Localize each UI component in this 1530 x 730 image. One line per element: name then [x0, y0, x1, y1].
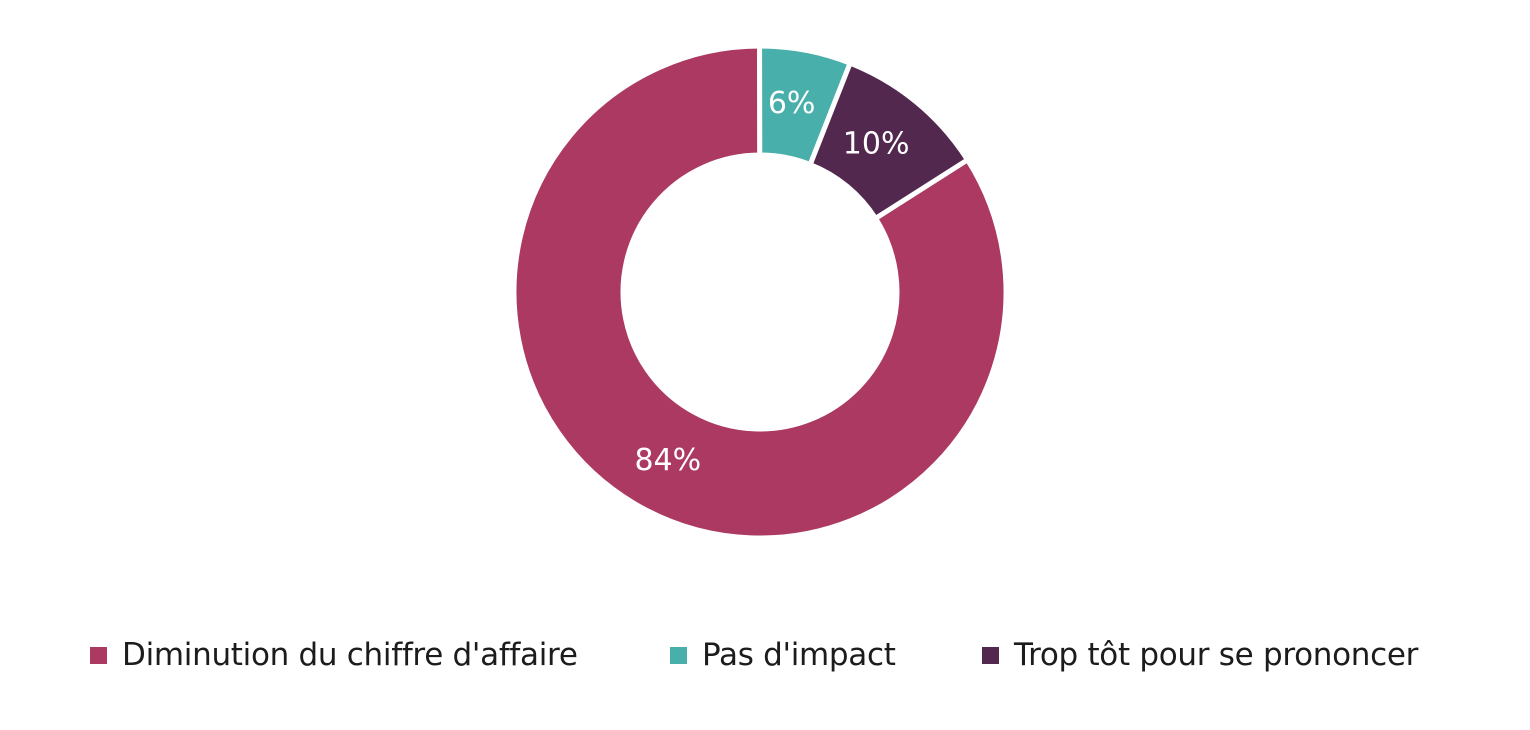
data-label-pas-impact: 6% [768, 86, 816, 121]
legend-label-trop-tot: Trop tôt pour se prononcer [1014, 637, 1419, 673]
data-label-trop-tot: 10% [843, 126, 910, 161]
data-label-diminution: 84% [634, 443, 701, 478]
chart-legend: Diminution du chiffre d'affaire Pas d'im… [0, 630, 1530, 680]
legend-swatch-pas-impact [670, 646, 687, 664]
donut-data-labels: 84% 6% 10% [634, 86, 909, 478]
legend-item-trop-tot: Trop tôt pour se prononcer [982, 630, 1418, 680]
donut-slice-diminution [511, 43, 1009, 541]
legend-label-pas-impact: Pas d'impact [702, 637, 896, 673]
legend-item-diminution: Diminution du chiffre d'affaire [90, 630, 578, 680]
legend-swatch-diminution [90, 646, 107, 664]
donut-slices [511, 43, 1009, 541]
legend-item-pas-impact: Pas d'impact [670, 630, 896, 680]
legend-swatch-trop-tot [982, 646, 999, 664]
donut-slice-trop-tot [806, 59, 971, 222]
legend-label-diminution: Diminution du chiffre d'affaire [122, 637, 578, 673]
